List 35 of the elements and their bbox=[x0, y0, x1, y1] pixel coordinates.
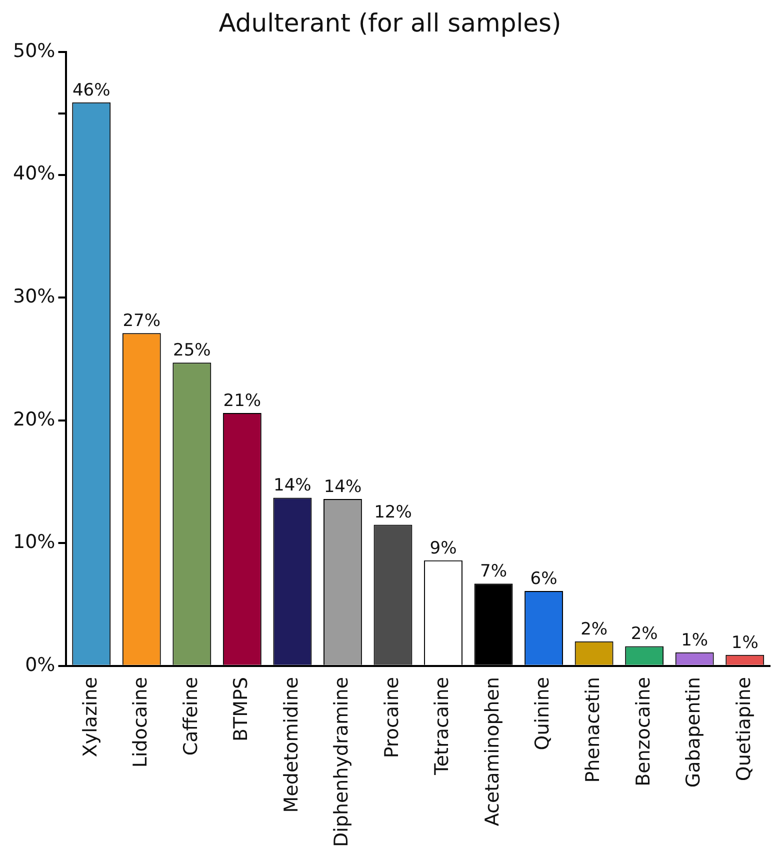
data-label: 2% bbox=[630, 624, 658, 644]
data-label: 1% bbox=[731, 632, 758, 653]
data-label: 14% bbox=[324, 476, 362, 497]
x-tick-label: Quinine bbox=[532, 676, 554, 750]
x-tick-label: Lidocaine bbox=[130, 676, 152, 768]
y-tick-label: 30% bbox=[12, 286, 56, 308]
data-label: 1% bbox=[681, 630, 708, 650]
data-label: 7% bbox=[480, 562, 508, 582]
x-tick-label: Diphenhydramine bbox=[330, 676, 353, 848]
data-label: 12% bbox=[374, 502, 412, 523]
x-tick-label: Gabapentin bbox=[682, 676, 705, 788]
data-label: 25% bbox=[173, 340, 211, 361]
x-tick-label: Benzocaine bbox=[632, 676, 654, 786]
x-tick-label: Acetaminophen bbox=[481, 676, 504, 826]
x-tick-label: Quetiapine bbox=[732, 676, 755, 782]
chart-title: Adulterant (for all samples) bbox=[218, 8, 562, 38]
data-label: 21% bbox=[223, 390, 262, 411]
x-tick-label: Xylazine bbox=[79, 676, 102, 758]
data-label: 2% bbox=[580, 619, 608, 640]
x-tick-label: Medetomidine bbox=[280, 676, 302, 813]
data-label: 9% bbox=[430, 538, 457, 558]
data-label: 46% bbox=[72, 80, 110, 100]
y-tick-label: 0% bbox=[25, 654, 56, 676]
data-label: 6% bbox=[530, 568, 558, 589]
x-tick-label: BTMPS bbox=[230, 676, 252, 742]
y-tick-label: 10% bbox=[12, 531, 56, 554]
x-tick-label: Procaine bbox=[380, 676, 403, 758]
y-tick-label: 20% bbox=[12, 408, 56, 430]
data-label: 27% bbox=[122, 311, 161, 332]
x-tick-label: Caffeine bbox=[180, 676, 202, 756]
x-tick-label: Tetracaine bbox=[431, 676, 454, 776]
data-label: 14% bbox=[274, 476, 312, 496]
y-tick-label: 50% bbox=[12, 40, 56, 62]
x-tick-label: Phenacetin bbox=[582, 676, 604, 783]
y-tick-label: 40% bbox=[12, 162, 56, 185]
